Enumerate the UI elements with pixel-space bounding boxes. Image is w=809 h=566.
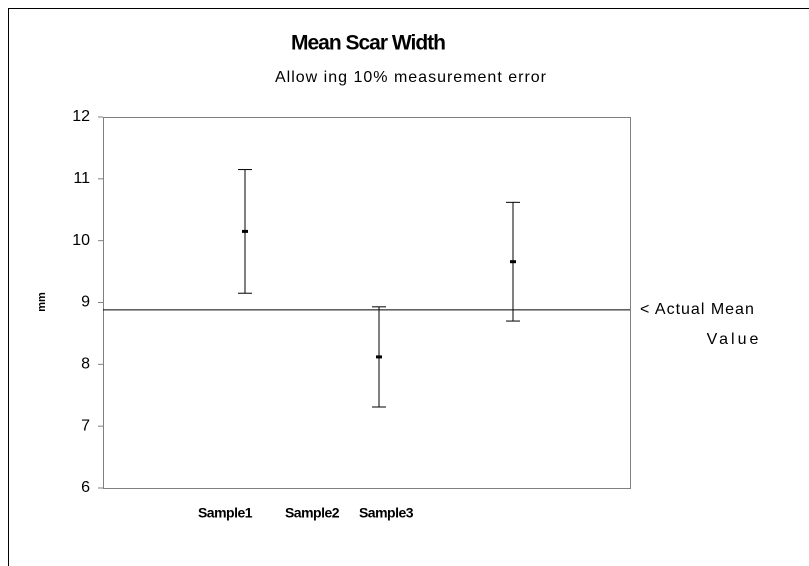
- mean-marker: [510, 260, 516, 264]
- frame: [8, 8, 809, 566]
- y-axis-label: mm: [36, 292, 48, 312]
- annotation: < Actual Mean: [640, 301, 755, 318]
- y-tick-label: 12: [72, 108, 90, 125]
- x-tick-label: Sample1: [198, 505, 253, 521]
- y-tick-label: 7: [81, 417, 90, 434]
- y-tick-label: 10: [72, 232, 90, 249]
- mean-marker: [376, 355, 382, 359]
- chart-title: Mean Scar Width: [291, 32, 445, 55]
- y-tick-label: 8: [81, 356, 90, 373]
- plot-area: [103, 117, 631, 489]
- annotation: Value: [707, 331, 762, 348]
- x-tick-label: Sample3: [359, 505, 414, 521]
- y-tick-label: 11: [73, 170, 90, 187]
- mean-marker: [242, 229, 248, 233]
- y-tick-label: 6: [81, 479, 90, 496]
- x-tick-label: Sample2: [285, 505, 340, 521]
- y-tick-label: 9: [81, 294, 90, 311]
- chart-subtitle: Allow ing 10% measurement error: [275, 69, 547, 86]
